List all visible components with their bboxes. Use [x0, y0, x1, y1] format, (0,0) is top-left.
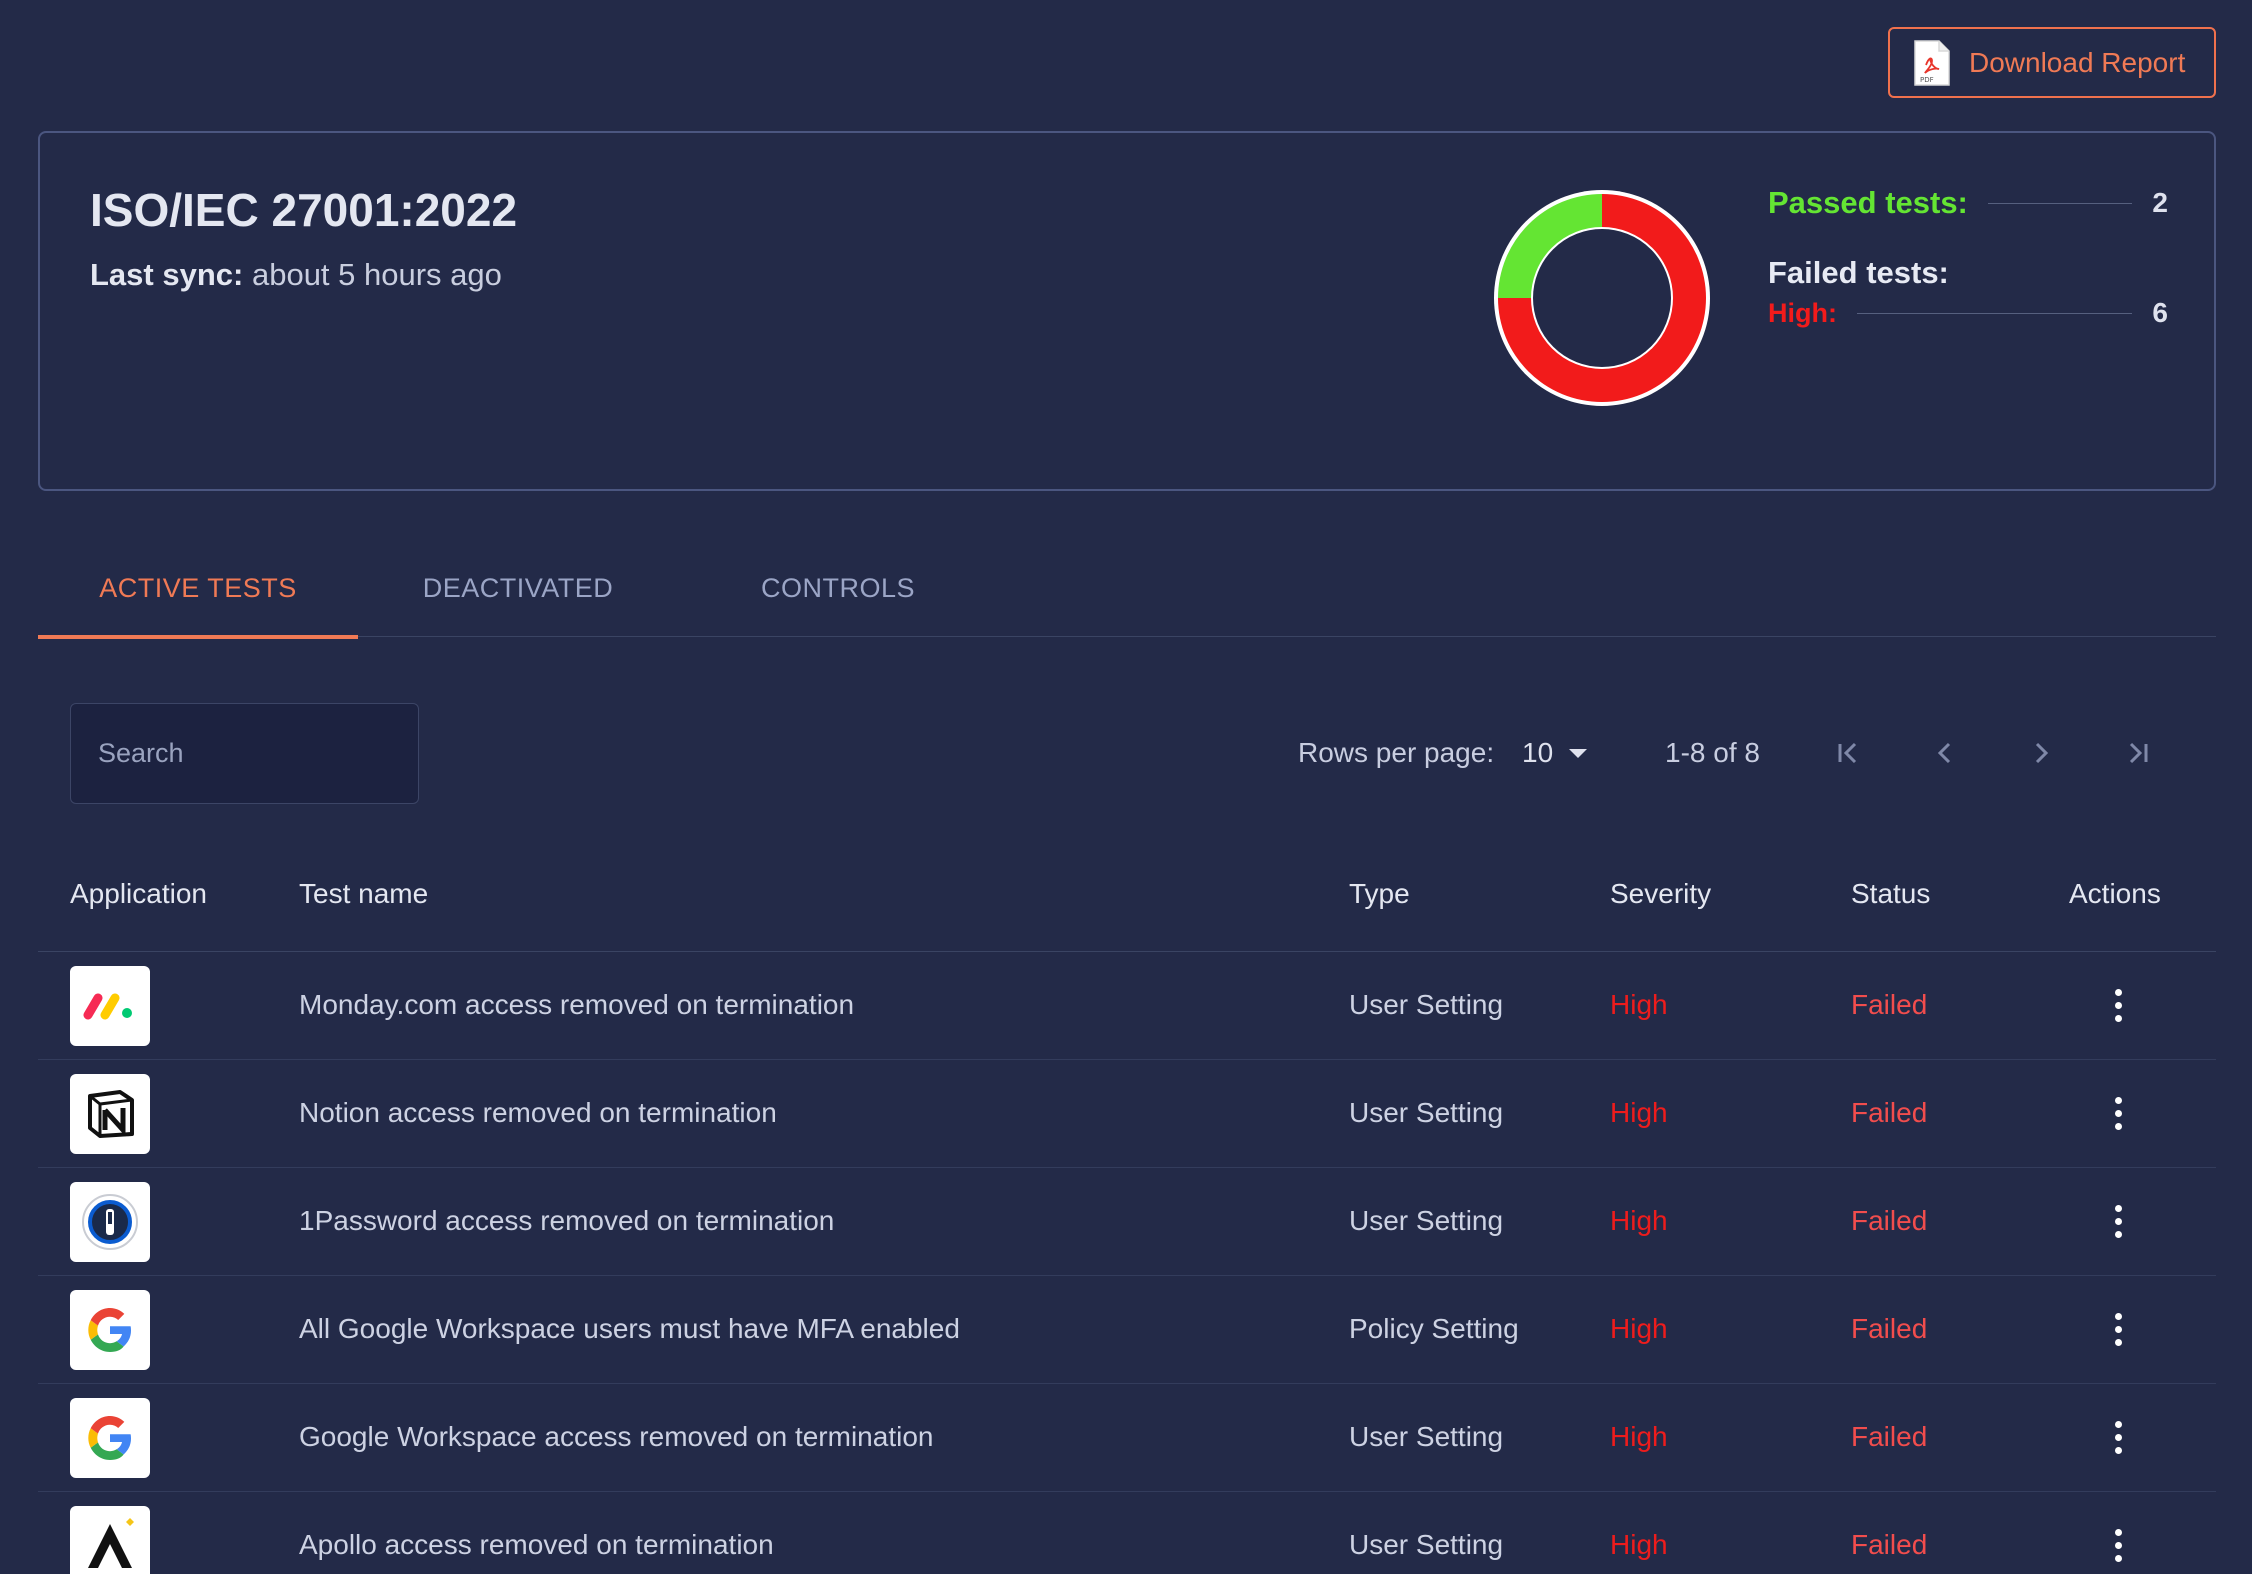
status-badge: Failed	[1851, 1529, 1928, 1560]
column-severity[interactable]: Severity	[1610, 878, 1712, 909]
previous-page-button[interactable]	[1925, 733, 1965, 773]
severity-badge: High	[1610, 1313, 1668, 1344]
test-type: User Setting	[1349, 1529, 1504, 1560]
more-actions-icon[interactable]	[2108, 952, 2128, 1058]
failed-high-value: 6	[2152, 297, 2168, 328]
more-actions-icon[interactable]	[2108, 1060, 2128, 1166]
passed-tests-label: Passed tests:	[1768, 185, 1968, 220]
test-results-donut-chart	[1494, 190, 1710, 406]
severity-badge: High	[1610, 1205, 1668, 1236]
1password-logo-icon	[70, 1182, 150, 1262]
passed-tests-leader-line	[1987, 202, 2132, 204]
table-row[interactable]: Monday.com access removed on termination…	[38, 952, 2216, 1060]
severity-badge: High	[1610, 1529, 1668, 1560]
rows-per-page-select[interactable]: 10	[1522, 730, 1588, 776]
more-actions-icon[interactable]	[2108, 1492, 2128, 1574]
test-name[interactable]: All Google Workspace users must have MFA…	[299, 1313, 960, 1344]
download-report-label: Download Report	[1969, 46, 2186, 78]
failed-tests-label: Failed tests:	[1768, 255, 1949, 290]
last-page-icon	[2129, 742, 2148, 764]
test-name[interactable]: Notion access removed on termination	[299, 1097, 777, 1128]
notion-logo-icon	[70, 1074, 150, 1154]
last-sync-value: about 5 hours ago	[251, 257, 502, 292]
search-input[interactable]	[70, 703, 419, 804]
page-range: 1-8 of 8	[1665, 737, 1760, 768]
first-page-icon	[1838, 742, 1857, 764]
status-badge: Failed	[1851, 1313, 1928, 1344]
table-row[interactable]: 1Password access removed on termination …	[38, 1168, 2216, 1276]
google-logo-icon	[70, 1290, 150, 1370]
next-page-icon	[2035, 742, 2049, 764]
table-row[interactable]: Google Workspace access removed on termi…	[38, 1384, 2216, 1492]
tab-deactivated[interactable]: DEACTIVATED	[422, 573, 614, 603]
monday-logo-icon	[70, 966, 150, 1046]
tab-controls[interactable]: CONTROLS	[760, 573, 916, 603]
donut-failed-segment	[1498, 194, 1706, 402]
table-row[interactable]: Apollo access removed on termination Use…	[38, 1492, 2216, 1574]
more-actions-icon[interactable]	[2108, 1168, 2128, 1274]
rows-per-page-value: 10	[1522, 737, 1554, 768]
passed-tests-row: Passed tests: 2	[1768, 183, 2168, 223]
framework-title: ISO/IEC 27001:2022	[90, 184, 518, 236]
apollo-logo-icon	[70, 1506, 150, 1574]
failed-high-label: High:	[1768, 297, 1837, 328]
column-application[interactable]: Application	[70, 878, 207, 909]
test-name[interactable]: Monday.com access removed on termination	[299, 989, 855, 1020]
google-logo-icon	[70, 1398, 150, 1478]
rows-per-page-label: Rows per page:	[1298, 737, 1495, 768]
table-row[interactable]: Notion access removed on termination Use…	[38, 1060, 2216, 1168]
test-name[interactable]: Apollo access removed on termination	[299, 1529, 774, 1560]
failed-high-leader-line	[1856, 312, 2132, 314]
severity-badge: High	[1610, 1421, 1668, 1452]
test-type: User Setting	[1349, 1421, 1504, 1452]
status-badge: Failed	[1851, 1097, 1928, 1128]
test-type: Policy Setting	[1349, 1313, 1519, 1344]
table-row[interactable]: All Google Workspace users must have MFA…	[38, 1276, 2216, 1384]
last-page-button[interactable]	[2117, 733, 2157, 773]
severity-badge: High	[1610, 989, 1668, 1020]
donut-passed-segment	[1498, 194, 1602, 298]
column-actions: Actions	[2069, 878, 2161, 909]
column-test-name[interactable]: Test name	[299, 878, 429, 909]
severity-badge: High	[1610, 1097, 1668, 1128]
test-name[interactable]: 1Password access removed on termination	[299, 1205, 835, 1236]
more-actions-icon[interactable]	[2108, 1384, 2128, 1490]
test-name[interactable]: Google Workspace access removed on termi…	[299, 1421, 934, 1452]
more-actions-icon[interactable]	[2108, 1276, 2128, 1382]
last-sync-label: Last sync:	[90, 257, 244, 292]
column-type[interactable]: Type	[1349, 878, 1410, 909]
first-page-button[interactable]	[1829, 733, 1869, 773]
status-badge: Failed	[1851, 1421, 1928, 1452]
caret-down-icon	[1569, 748, 1588, 758]
tab-active-tests[interactable]: ACTIVE TESTS	[38, 540, 358, 639]
tab-bar: ACTIVE TESTS DEACTIVATED CONTROLS	[38, 540, 2216, 639]
table-header: Application Test name Type Severity Stat…	[38, 862, 2216, 952]
status-badge: Failed	[1851, 989, 1928, 1020]
pdf-file-icon: PDF	[1912, 39, 1952, 87]
svg-text:PDF: PDF	[1920, 76, 1934, 84]
status-badge: Failed	[1851, 1205, 1928, 1236]
test-type: User Setting	[1349, 989, 1504, 1020]
next-page-button[interactable]	[2021, 733, 2061, 773]
test-stats: Passed tests: 2 Failed tests: High: 6	[1768, 183, 2168, 333]
previous-page-icon	[1937, 742, 1951, 764]
framework-summary-card: ISO/IEC 27001:2022 Last sync: about 5 ho…	[38, 131, 2216, 491]
last-sync: Last sync: about 5 hours ago	[90, 257, 502, 293]
column-status[interactable]: Status	[1851, 878, 1931, 909]
passed-tests-value: 2	[2152, 187, 2168, 218]
test-type: User Setting	[1349, 1205, 1504, 1236]
failed-high-row: High: 6	[1768, 293, 2168, 333]
test-type: User Setting	[1349, 1097, 1504, 1128]
download-report-button[interactable]: PDF Download Report	[1888, 27, 2216, 98]
